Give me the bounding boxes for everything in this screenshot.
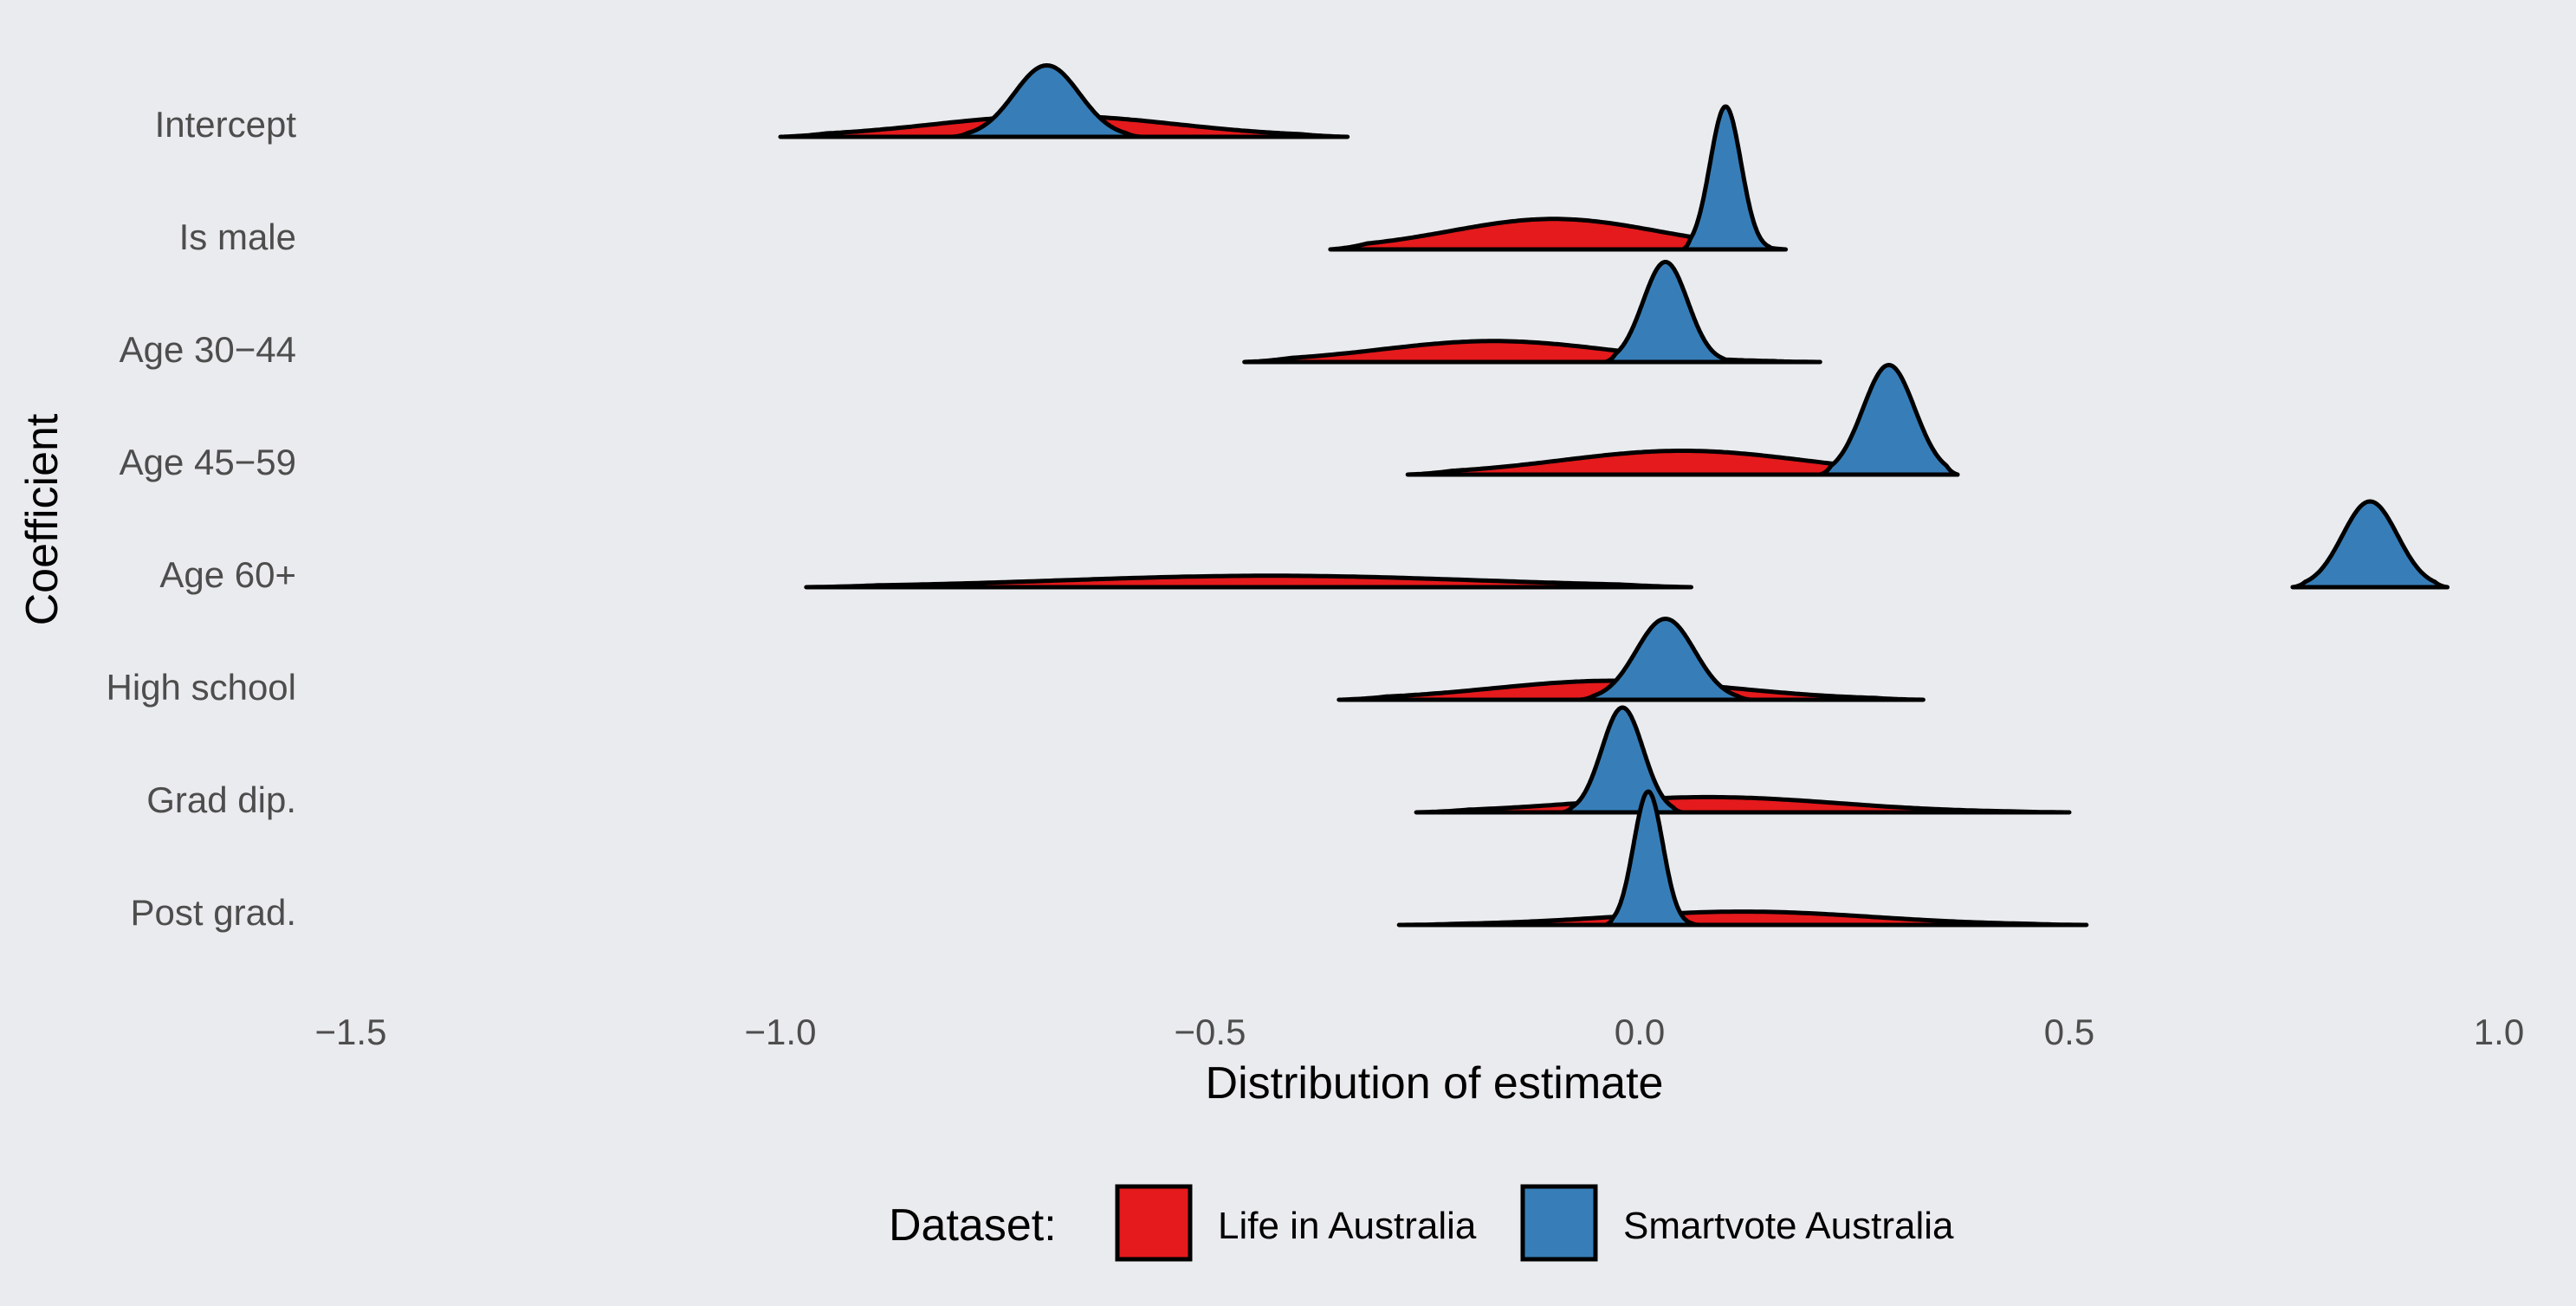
ridge-life-in-australia-grad-dip [1414, 794, 2072, 815]
ridge-life-in-australia-age-60 [804, 573, 1693, 590]
x-axis-title: Distribution of estimate [1206, 1058, 1664, 1109]
ridge-smartvote-australia-grad-dip [1560, 705, 1686, 815]
ridge-life-in-australia-age-30-44 [1242, 339, 1822, 365]
y-tick-label: Grad dip. [146, 779, 296, 820]
ridge-smartvote-australia-high-school [1577, 617, 1754, 702]
ridge-life-in-australia-post-grad [1396, 909, 2089, 928]
ridge-smartvote-australia-post-grad [1602, 789, 1702, 928]
y-tick-label: Age 30−44 [120, 329, 296, 370]
ridge-smartvote-australia-is-male [1680, 104, 1780, 252]
legend-swatch-life-in-australia [1115, 1184, 1193, 1262]
ridges-layer [778, 63, 2450, 928]
y-tick-label: Age 45−59 [120, 442, 296, 482]
ridge-smartvote-australia-age-45-59 [1817, 363, 1960, 477]
ridge-smartvote-australia-intercept [949, 63, 1144, 139]
x-tick-label: 0.5 [2044, 1012, 2094, 1052]
legend-title: Dataset: [889, 1200, 1057, 1251]
y-tick-label: Age 60+ [159, 554, 296, 595]
y-axis-title: Coefficient [17, 413, 68, 625]
ridge-smartvote-australia-age-60 [2290, 499, 2450, 590]
y-tick-label: Intercept [155, 104, 297, 145]
ridge-smartvote-australia-age-30-44 [1602, 260, 1737, 365]
legend-label-life-in-australia: Life in Australia [1218, 1205, 1477, 1247]
x-tick-label: −0.5 [1175, 1012, 1246, 1052]
legend-swatch-smartvote-australia [1520, 1184, 1598, 1262]
x-tick-labels: −1.5 −1.0 −0.5 0.0 0.5 1.0 [315, 1012, 2525, 1052]
x-tick-label: −1.5 [315, 1012, 387, 1052]
x-tick-label: 1.0 [2474, 1012, 2524, 1052]
y-tick-labels: Intercept Is male Age 30−44 Age 45−59 Age 60… [107, 104, 297, 933]
legend-label-smartvote-australia: Smartvote Australia [1623, 1205, 1954, 1247]
y-tick-label: Post grad. [131, 892, 296, 933]
y-tick-label: High school [107, 667, 296, 708]
legend: Dataset: Life in Australia Smartvote Aus… [889, 1184, 1954, 1262]
x-tick-label: 0.0 [1615, 1012, 1665, 1052]
y-tick-label: Is male [179, 217, 296, 257]
x-tick-label: −1.0 [745, 1012, 817, 1052]
